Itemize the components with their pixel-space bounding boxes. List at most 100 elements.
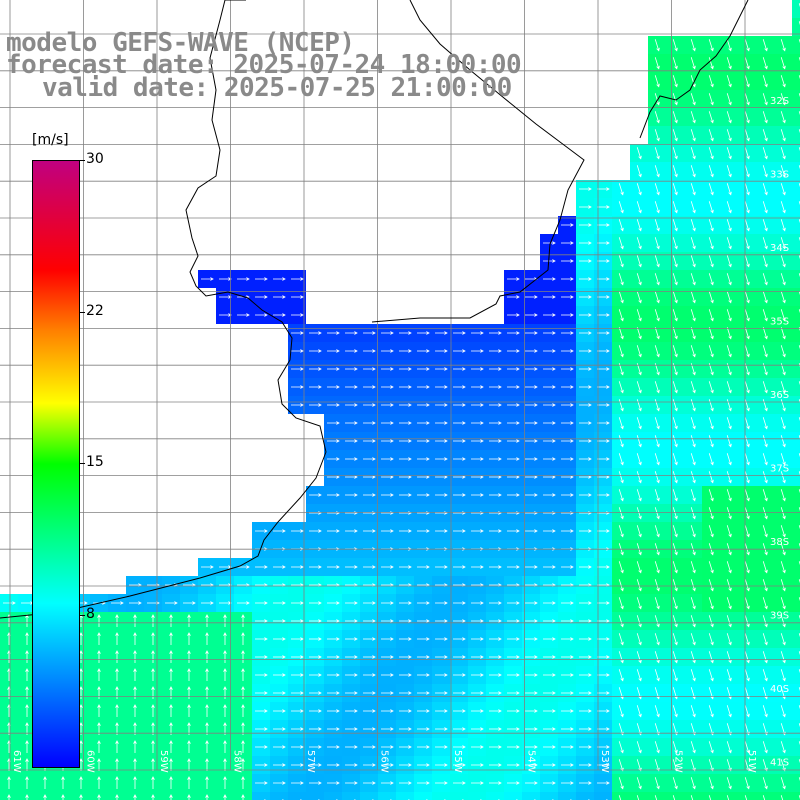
wind-arrow xyxy=(453,439,466,443)
wind-arrow xyxy=(636,219,642,232)
wind-arrow xyxy=(115,650,119,663)
wind-arrow xyxy=(291,763,304,767)
wind-arrow xyxy=(579,709,592,713)
wind-arrow xyxy=(780,219,786,232)
wind-arrow xyxy=(273,313,286,317)
wind-arrow xyxy=(435,457,448,461)
wind-arrow xyxy=(690,201,696,214)
wind-arrows xyxy=(3,3,800,800)
wind-arrow xyxy=(543,655,556,659)
wind-speed-cell xyxy=(792,288,800,306)
wind-arrow xyxy=(435,421,448,425)
wind-arrow xyxy=(708,399,714,412)
wind-arrow xyxy=(762,255,768,268)
wind-arrow xyxy=(561,331,574,335)
wind-arrow xyxy=(636,255,642,268)
wind-arrow xyxy=(241,776,245,789)
wind-arrow xyxy=(744,633,750,646)
wind-arrow xyxy=(708,255,714,268)
wind-arrow xyxy=(489,655,502,659)
wind-arrow xyxy=(399,367,412,371)
wind-arrow xyxy=(169,758,173,771)
wind-arrow xyxy=(417,349,430,353)
wind-arrow xyxy=(654,201,660,214)
wind-arrow xyxy=(399,385,412,389)
wind-arrow xyxy=(672,39,678,52)
wind-arrow xyxy=(291,619,304,623)
wind-arrow xyxy=(543,403,556,407)
wind-arrow xyxy=(780,57,786,70)
wind-arrow xyxy=(744,561,750,574)
wind-arrow xyxy=(654,327,660,340)
wind-arrow xyxy=(780,165,786,178)
wind-arrow xyxy=(762,291,768,304)
wind-arrow xyxy=(525,727,538,731)
wind-arrow xyxy=(133,614,137,627)
wind-arrow xyxy=(726,741,732,754)
wind-arrow xyxy=(780,345,786,358)
wind-arrow xyxy=(672,273,678,286)
wind-arrow xyxy=(561,745,574,749)
wind-arrow xyxy=(417,493,430,497)
wind-arrow xyxy=(25,704,29,717)
wind-arrow xyxy=(327,493,340,497)
wind-arrow xyxy=(561,313,574,317)
wind-arrow xyxy=(525,331,538,335)
wind-arrow xyxy=(561,295,574,299)
wind-arrow xyxy=(579,781,592,785)
wind-arrow xyxy=(219,601,232,605)
wind-arrow xyxy=(672,795,676,800)
wind-arrow xyxy=(579,637,592,641)
wind-arrow xyxy=(471,475,484,479)
wind-arrow xyxy=(780,183,786,196)
wind-arrow xyxy=(744,741,750,754)
wind-arrow xyxy=(381,529,394,533)
wind-arrow xyxy=(151,740,155,753)
wind-arrow xyxy=(61,776,65,789)
wind-arrow xyxy=(363,385,376,389)
wind-arrow xyxy=(597,691,610,695)
wind-arrow xyxy=(780,273,786,286)
wind-arrow xyxy=(79,686,83,699)
wind-arrow xyxy=(507,781,520,785)
wind-arrow xyxy=(133,686,137,699)
wind-arrow xyxy=(471,403,484,407)
wind-arrow xyxy=(636,561,642,574)
wind-arrow xyxy=(471,637,484,641)
wind-arrow xyxy=(780,795,784,800)
wind-arrow xyxy=(525,421,538,425)
wind-arrow xyxy=(309,727,322,731)
wind-arrow xyxy=(115,776,119,789)
wind-arrow xyxy=(762,165,768,178)
wind-arrow xyxy=(672,111,678,124)
wind-arrow xyxy=(525,385,538,389)
wind-arrow xyxy=(309,385,322,389)
wind-arrow xyxy=(690,741,696,754)
wind-arrow xyxy=(133,794,137,800)
wind-arrow xyxy=(345,691,358,695)
lon-label: 54W xyxy=(526,750,537,773)
wind-arrow xyxy=(654,381,660,394)
wind-arrow xyxy=(726,597,732,610)
wind-arrow xyxy=(129,601,142,605)
wind-arrow xyxy=(561,763,574,767)
wind-arrow xyxy=(327,781,340,785)
wind-arrow xyxy=(525,601,538,605)
wind-arrow xyxy=(597,295,610,299)
lat-label: 35S xyxy=(770,317,789,328)
wind-arrow xyxy=(291,727,304,731)
wind-arrow xyxy=(187,776,191,789)
wind-speed-cell xyxy=(792,360,800,378)
wind-arrow xyxy=(618,201,624,214)
wind-arrow xyxy=(453,367,466,371)
wind-arrow xyxy=(780,705,786,718)
wind-arrow xyxy=(690,165,696,178)
wind-arrow xyxy=(618,399,624,412)
wind-arrow xyxy=(205,686,209,699)
lon-label: 60W xyxy=(85,750,96,773)
wind-arrow xyxy=(489,457,502,461)
wind-arrow xyxy=(327,385,340,389)
wind-arrow xyxy=(636,759,642,772)
wind-arrow xyxy=(381,421,394,425)
wind-arrow xyxy=(654,255,660,268)
